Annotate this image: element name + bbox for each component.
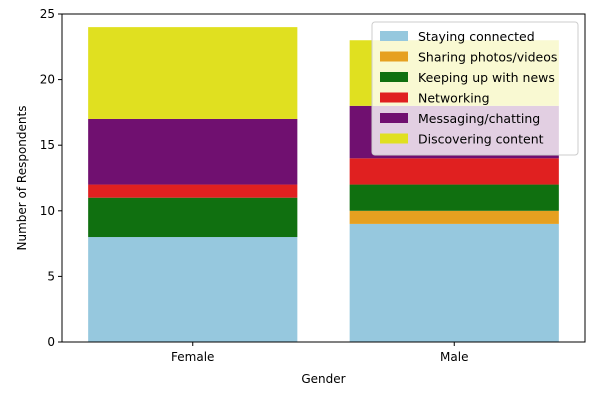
- legend-swatch: [380, 113, 408, 123]
- bar-segment: [349, 184, 559, 211]
- bar-segment: [88, 237, 298, 342]
- bar-segment: [88, 197, 298, 238]
- bar-segment: [88, 118, 298, 185]
- bar-segment: [349, 210, 559, 224]
- legend-label: Keeping up with news: [418, 70, 555, 85]
- legend-swatch: [380, 51, 408, 62]
- legend-swatch: [380, 72, 408, 82]
- y-axis-ticks: 0 5 10 15 20 25: [40, 7, 62, 349]
- y-tick-label: 20: [40, 73, 55, 87]
- x-axis-ticks: Female Male: [171, 342, 468, 364]
- y-tick-label: 10: [40, 204, 55, 218]
- bar-segment: [349, 158, 559, 185]
- bar-segment: [349, 223, 559, 342]
- axes: 0 5 10 15 20 25 Female Male Gender Number of R…: [15, 7, 586, 386]
- plot-frame: [61, 13, 586, 343]
- y-tick-label: 25: [40, 7, 55, 21]
- x-axis-label: Gender: [301, 372, 345, 386]
- x-tick-label: Male: [440, 350, 468, 364]
- legend-swatch: [380, 92, 408, 103]
- legend: Staying connected Sharing photos/videos Ke…: [371, 21, 579, 156]
- x-tick-label: Female: [171, 350, 214, 364]
- legend-label: Messaging/chatting: [418, 111, 540, 126]
- y-tick-label: 0: [47, 335, 55, 349]
- legend-label: Discovering content: [418, 132, 544, 147]
- legend-swatch: [380, 133, 408, 144]
- legend-label: Sharing photos/videos: [418, 50, 557, 65]
- legend-swatch: [380, 31, 408, 41]
- y-tick-label: 15: [40, 138, 55, 152]
- bar-segment: [88, 27, 298, 119]
- y-tick-label: 5: [47, 269, 55, 283]
- legend-label: Staying connected: [418, 29, 535, 44]
- legend-box: [371, 21, 579, 156]
- legend-label: Networking: [418, 91, 490, 106]
- y-axis-label: Number of Respondents: [15, 106, 29, 251]
- bar-segment: [88, 184, 298, 198]
